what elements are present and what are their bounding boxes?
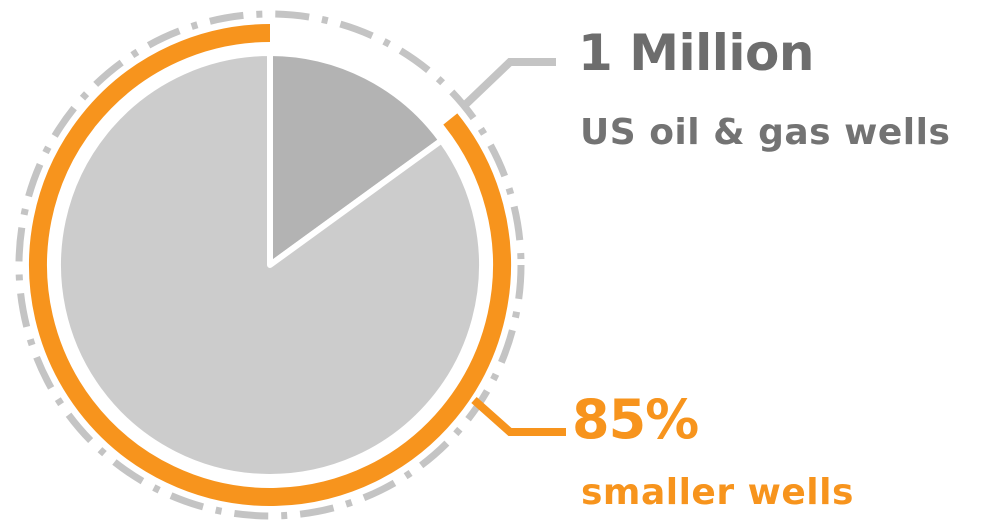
- total-wells-label: US oil & gas wells: [580, 112, 951, 153]
- pie-slice-smaller-wells: [55, 50, 485, 480]
- dashed-outer-ring: [15, 10, 525, 520]
- share-leader-line: [471, 397, 566, 436]
- smaller-wells-percent: 85%: [572, 388, 699, 451]
- total-leader-line: [462, 58, 556, 108]
- total-wells-value: 1 Million: [578, 24, 814, 82]
- smaller-wells-highlight-arc: [29, 24, 511, 506]
- smaller-wells-label: smaller wells: [581, 472, 854, 513]
- pie-slice-remaining: [267, 50, 445, 268]
